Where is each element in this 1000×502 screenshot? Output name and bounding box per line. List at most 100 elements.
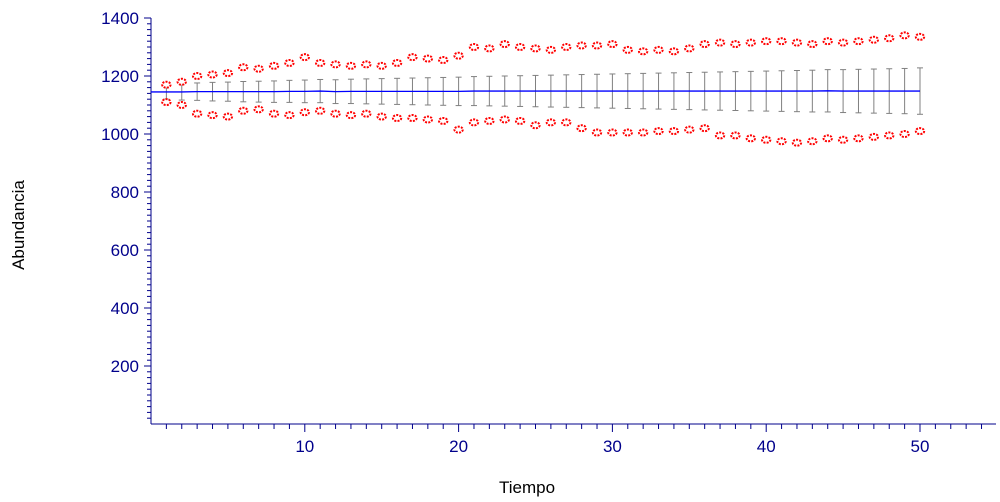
min-point: [391, 114, 403, 123]
min-point: [561, 118, 572, 127]
min-point: [822, 134, 833, 143]
min-point: [607, 128, 618, 137]
x-tick-label: 30: [603, 437, 622, 456]
min-point: [668, 127, 680, 136]
max-point: [376, 61, 387, 70]
min-point: [745, 134, 757, 143]
max-point: [868, 35, 880, 44]
min-point: [899, 130, 910, 138]
min-point: [837, 135, 849, 144]
max-point: [899, 31, 910, 40]
axes: [150, 18, 996, 425]
y-tick-label: 600: [111, 241, 139, 260]
max-point: [576, 41, 587, 50]
max-point: [884, 34, 895, 43]
min-point: [622, 128, 633, 137]
max-point: [545, 45, 557, 54]
y-tick-label: 1000: [101, 125, 139, 144]
max-point: [484, 44, 495, 53]
max-point: [453, 51, 464, 60]
max-point: [299, 53, 310, 62]
min-point: [468, 118, 480, 127]
min-point: [791, 138, 803, 147]
min-point: [161, 98, 172, 107]
min-point: [330, 109, 341, 118]
max-point: [407, 53, 418, 62]
x-ticks: 10 20 30 40 50: [165, 424, 983, 456]
max-point: [314, 58, 326, 67]
min-point: [884, 131, 895, 140]
max-point: [207, 70, 218, 79]
min-point: [268, 109, 280, 118]
min-point: [207, 111, 218, 120]
min-point: [376, 112, 387, 121]
max-point: [468, 43, 480, 51]
min-point: [514, 116, 526, 125]
min-point: [253, 105, 264, 114]
min-point: [361, 109, 372, 118]
min-point: [345, 111, 357, 120]
max-point: [791, 38, 803, 47]
min-point: [853, 134, 864, 143]
max-point: [499, 40, 510, 49]
x-axis-title: Tiempo: [499, 478, 555, 497]
max-point: [837, 38, 849, 47]
max-point: [238, 63, 249, 72]
max-point: [807, 40, 818, 49]
max-point: [622, 45, 633, 54]
min-point: [484, 116, 495, 125]
max-point: [391, 58, 403, 67]
max-point: [914, 32, 926, 41]
min-point: [407, 114, 418, 123]
max-point: [191, 72, 203, 80]
max-point: [438, 56, 449, 65]
min-point: [637, 128, 649, 137]
max-point: [330, 60, 341, 69]
max-point: [422, 54, 434, 63]
max-point: [345, 61, 357, 70]
max-point: [607, 40, 618, 49]
min-point: [422, 115, 434, 124]
min-point: [807, 137, 818, 146]
max-point: [668, 47, 680, 56]
max-point: [361, 60, 372, 69]
min-point: [653, 127, 664, 136]
y-ticks: 200 400 600 800 1000 1200 1400: [101, 9, 151, 419]
y-tick-label: 200: [111, 357, 139, 376]
x-tick-label: 20: [449, 437, 468, 456]
min-point: [314, 106, 326, 115]
max-point: [699, 40, 710, 49]
min-point: [776, 137, 787, 146]
min-point: [761, 135, 772, 144]
y-tick-label: 1400: [101, 9, 139, 28]
max-point: [284, 58, 295, 67]
max-point: [591, 41, 603, 50]
min-point: [868, 132, 880, 141]
min-point: [545, 118, 557, 127]
min-point: [499, 115, 510, 124]
x-tick-label: 40: [757, 437, 776, 456]
min-point: [914, 127, 926, 136]
max-point: [776, 37, 787, 46]
min-point: [438, 116, 449, 125]
max-point: [637, 47, 649, 56]
min-point: [238, 106, 249, 115]
max-point: [684, 44, 695, 53]
y-tick-label: 400: [111, 299, 139, 318]
max-point: [745, 38, 757, 47]
max-point: [222, 69, 234, 78]
max-point: [761, 37, 772, 46]
max-point: [514, 43, 526, 51]
min-point: [530, 121, 541, 130]
max-point: [653, 45, 664, 54]
max-point: [853, 37, 864, 46]
max-point: [730, 40, 741, 49]
max-point: [530, 44, 541, 53]
max-point: [561, 43, 572, 51]
x-tick-label: 10: [295, 437, 314, 456]
max-point: [176, 77, 187, 86]
min-point: [591, 128, 603, 137]
max-point: [253, 64, 264, 73]
min-point: [684, 125, 695, 134]
